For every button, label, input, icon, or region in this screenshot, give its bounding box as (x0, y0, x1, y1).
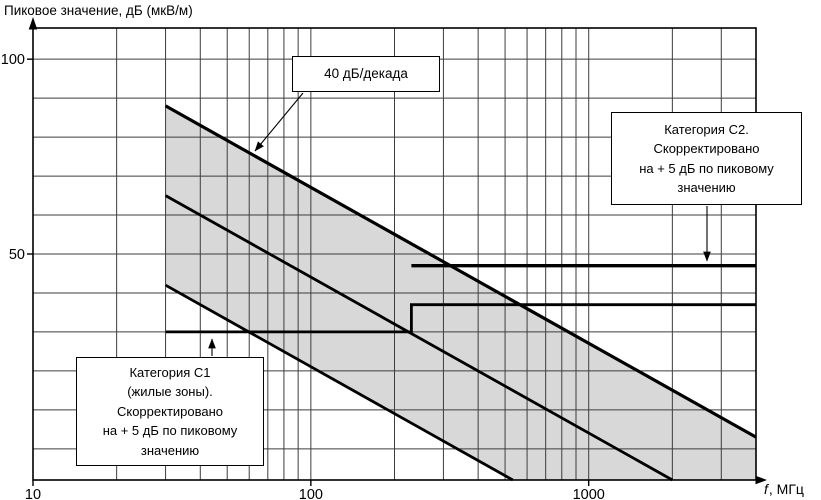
y-axis-title: Пиковое значение, дБ (мкВ/м) (4, 3, 193, 18)
annotation-line: 40 дБ/декада (324, 65, 408, 81)
category-c1-annotation-box: Категория С1 (жилые зоны). Скорректирова… (76, 357, 264, 466)
x-axis-symbol: f (764, 481, 768, 497)
annotation-line: Скорректировано (653, 141, 760, 156)
annotation-line: значению (140, 442, 200, 458)
annotation-line: на + 5 дБ по пиковому (639, 160, 774, 176)
annotation-line: значению (677, 180, 736, 195)
y-tick-label: 100 (1, 52, 25, 68)
middle-sloping-line-line (164, 194, 674, 482)
upper-band-edge-line (164, 104, 757, 439)
category-c2-annotation-box: Категория С2. Скорректировано на + 5 дБ … (611, 112, 802, 205)
annotation-line: Скорректировано (116, 403, 224, 419)
x-tick-label: 100 (299, 487, 323, 500)
lower-band-edge-line (164, 283, 514, 482)
annotation-line: (жилые зоны). (127, 384, 213, 400)
annotation-line: на + 5 дБ по пиковому (102, 423, 238, 439)
annotation-line: Категория С2. (664, 121, 749, 137)
category-c1-limit-line (165, 303, 756, 334)
x-axis-title: f, МГц (764, 481, 804, 497)
x-tick-label: 10 (25, 487, 41, 500)
y-tick-label: 50 (9, 247, 25, 263)
x-axis-units: , МГц (768, 481, 804, 497)
annotation-line: Категория С1 (129, 364, 211, 380)
x-tick-label: 1000 (573, 487, 605, 500)
x-axis-arrow-icon (755, 475, 767, 485)
annotation-arrow (254, 92, 304, 152)
slope-annotation-box: 40 дБ/декада (292, 56, 440, 92)
y-axis-arrow-icon (28, 17, 38, 30)
